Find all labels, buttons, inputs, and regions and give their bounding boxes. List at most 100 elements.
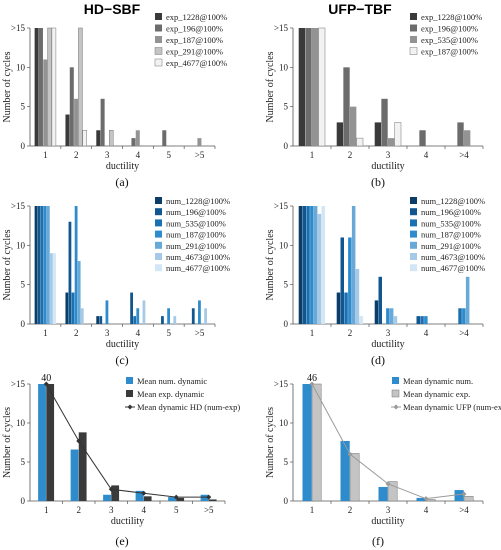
y-tick-label: >15 [274, 379, 289, 389]
x-tick-label: >5 [195, 328, 205, 338]
legend-swatch [391, 389, 400, 398]
y-axis-label: Number of cycles [2, 407, 13, 478]
legend-marker-swatch [393, 404, 399, 410]
bar-b-s1-c1 [343, 67, 350, 146]
x-axis-label: ductility [371, 339, 404, 350]
x-tick-label: 4 [136, 150, 141, 160]
legend-entry-d-0: num_1228@100% [421, 196, 485, 206]
y-tick-label: 5 [21, 280, 26, 290]
bar-c-s1-c0 [37, 206, 41, 324]
bar-f-s1-c0 [311, 383, 322, 502]
y-tick-label: 0 [284, 496, 289, 506]
bar-a-s2-c1 [74, 98, 79, 146]
legend-swatch [410, 197, 417, 204]
x-tick-label: 2 [348, 505, 353, 515]
bar-d-s3-c0 [310, 206, 314, 324]
x-tick-label: 4 [136, 328, 141, 338]
mean-point-f-4 [461, 491, 467, 497]
y-tick-label: 5 [284, 457, 289, 467]
bar-b-s2-c4 [464, 130, 471, 146]
x-tick-label: 2 [74, 328, 79, 338]
legend-entry-b-1: exp_196@100% [421, 24, 478, 34]
bar-e-s1-c0 [46, 384, 55, 501]
panel-label-e: (e) [115, 534, 128, 548]
x-tick-label: >5 [204, 505, 214, 515]
y-tick-label: 10 [16, 418, 26, 428]
x-tick-label: >4 [459, 150, 469, 160]
x-tick-label: 4 [424, 328, 429, 338]
bar-d-s6-c1 [359, 316, 363, 324]
legend-swatch [410, 219, 417, 227]
x-tick-label: 2 [348, 328, 353, 338]
bar-d-s0-c0 [298, 206, 303, 324]
bar-b-s3-c1 [356, 137, 364, 147]
bar-f-s1-c1 [349, 453, 360, 502]
legend-swatch [155, 13, 162, 20]
mean-line-e [45, 383, 209, 498]
bar-e-s0-c5 [200, 494, 209, 501]
y-tick-label: 0 [284, 141, 289, 151]
legend-swatch [410, 13, 417, 20]
bar-c-s2-c1 [71, 292, 75, 324]
bar-c-s3-c3 [136, 308, 140, 324]
legend-entry-d-6: num_4677@100% [421, 263, 485, 273]
bar-c-s1-c5 [191, 308, 195, 324]
bar-d-s3-c1 [348, 237, 352, 324]
bar-b-s3-c0 [318, 27, 326, 147]
bar-c-s5-c0 [50, 253, 53, 324]
bar-d-s3-c4 [462, 308, 466, 324]
mean-point-f-0 [309, 381, 315, 387]
bar-d-s4-c4 [465, 276, 470, 324]
bar-d-s1-c0 [302, 206, 306, 324]
bar-c-s4-c0 [46, 206, 50, 324]
bar-e-s1-c1 [78, 432, 87, 501]
y-tick-label: >15 [11, 201, 26, 211]
bar-d-s1-c3 [416, 316, 420, 324]
bar-a-s1-c4 [162, 130, 167, 146]
x-tick-label: 5 [167, 328, 172, 338]
bar-a-s1-c3 [131, 138, 136, 146]
x-tick-label: 3 [109, 505, 114, 515]
bar-d-s2-c0 [306, 206, 310, 324]
bar-a-s0-c2 [96, 130, 101, 146]
mean-point-e-5 [206, 494, 212, 500]
bar-a-s1-c2 [100, 98, 105, 146]
y-axis-label: Number of cycles [265, 407, 276, 478]
bar-c-s3-c0 [43, 206, 47, 324]
x-tick-label: 3 [386, 328, 391, 338]
chart-panel-b: 0 5 10 >15 Number of cycles 1 2 3 4 >4 ductility ex… [265, 12, 484, 189]
y-tick-label: >15 [11, 23, 26, 33]
chart-panel-d: 0 5 10 >15 Number of cycles 1 2 3 4 >4 ductility nu… [265, 196, 485, 367]
legend-entry-c-5: num_4673@100% [166, 252, 230, 262]
x-tick-label: 1 [43, 328, 48, 338]
x-tick-label: 3 [105, 150, 110, 160]
legend-swatch [155, 264, 162, 272]
legend-entry-a-4: exp_4677@100% [166, 58, 227, 68]
legend-swatch [154, 58, 163, 67]
bar-d-s4-c2 [389, 308, 394, 324]
y-tick-label: 0 [21, 319, 26, 329]
bar-c-s3-c1 [74, 206, 78, 324]
bar-d-s2-c4 [458, 308, 462, 324]
bar-f-s0-c2 [378, 486, 388, 501]
x-axis-label: ductility [106, 161, 139, 172]
x-tick-label: 4 [142, 505, 147, 515]
bar-d-s2-c1 [344, 292, 348, 324]
legend-entry-b-2: exp_535@100% [421, 35, 478, 45]
y-tick-label: 5 [21, 102, 26, 112]
x-axis-label: ductility [371, 516, 404, 527]
legend-entry-d-5: num_4673@100% [421, 252, 485, 262]
y-axis-label: Number of cycles [265, 51, 276, 122]
legend-swatch [410, 241, 417, 249]
y-axis-label: Number of cycles [2, 51, 13, 122]
legend-entry-d-2: num_535@100% [421, 218, 481, 228]
bar-c-s3-c4 [167, 308, 170, 324]
legend-entry-a-2: exp_187@100% [166, 35, 223, 45]
x-tick-label: 3 [386, 150, 391, 160]
y-tick-label: 10 [16, 240, 26, 250]
bar-b-s2-c2 [388, 138, 395, 146]
bar-b-s1-c0 [305, 28, 312, 146]
legend-entry-a-0: exp_1228@100% [166, 12, 227, 22]
bar-a-s2-c5 [197, 138, 202, 146]
bar-c-s2-c3 [133, 316, 137, 324]
